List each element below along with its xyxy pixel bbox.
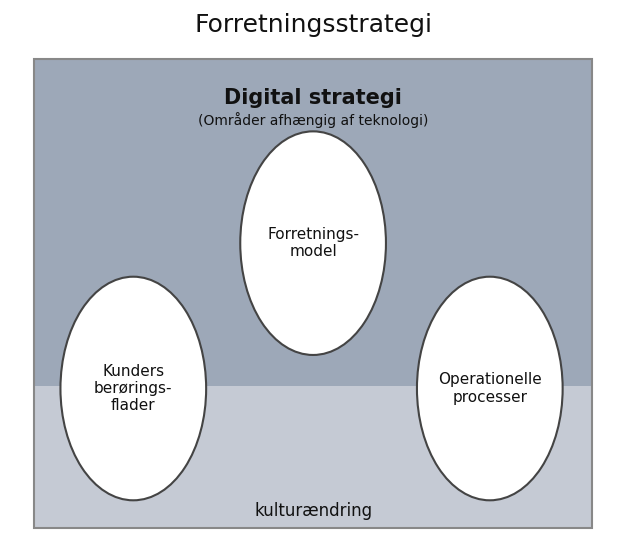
Text: Forretnings-
model: Forretnings- model [267, 227, 359, 259]
Bar [34, 59, 592, 528]
Ellipse shape [417, 277, 563, 500]
Ellipse shape [61, 277, 206, 500]
Text: Digital strategi: Digital strategi [224, 88, 402, 108]
Text: (Områder afhængig af teknologi): (Områder afhængig af teknologi) [198, 112, 428, 128]
Text: Kunders
berørings-
flader: Kunders berørings- flader [94, 363, 172, 414]
Bar [34, 386, 592, 528]
Bar [34, 59, 592, 386]
Text: Operationelle
processer: Operationelle processer [438, 372, 542, 405]
Text: kulturændring: kulturændring [254, 503, 372, 520]
Ellipse shape [241, 131, 386, 355]
Text: Forretningsstrategi: Forretningsstrategi [194, 13, 432, 37]
